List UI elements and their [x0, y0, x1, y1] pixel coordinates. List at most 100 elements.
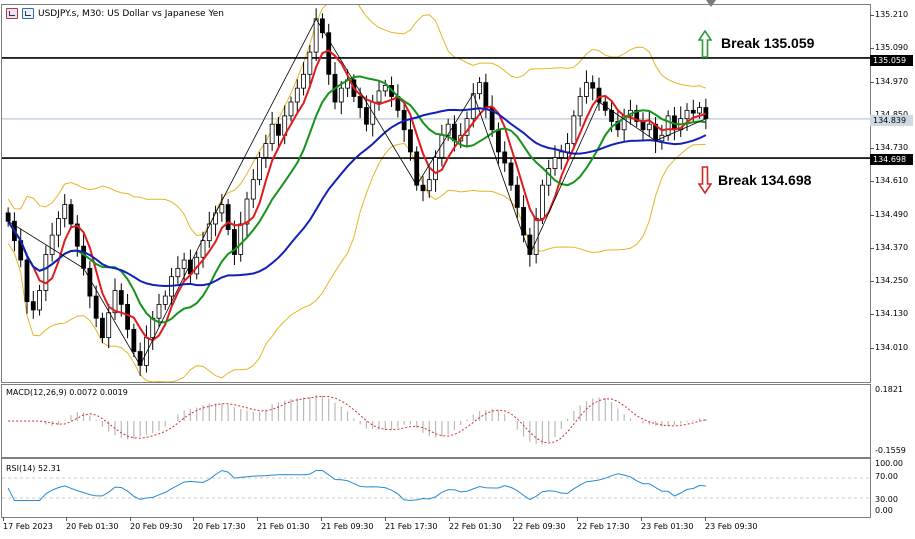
time-axis-tick [257, 517, 258, 521]
candle-body [93, 295, 99, 319]
candle-body [43, 254, 49, 291]
candle-body [100, 317, 105, 339]
candle-body [326, 32, 332, 75]
price-axis-tick [870, 247, 874, 249]
price-axis-label: 134.970 [875, 76, 909, 86]
candle-body [477, 82, 482, 95]
rsi-title: RSI(14) 52.31 [6, 464, 61, 473]
candle-body [263, 143, 269, 158]
time-axis-tick [513, 517, 514, 521]
candle-body [496, 129, 501, 153]
price-axis-label: 134.850 [875, 110, 908, 120]
candle-body [62, 204, 68, 219]
candle-body [213, 212, 218, 225]
candle-body [257, 157, 262, 181]
price-axis[interactable]: 135.210135.090134.970134.850134.730134.6… [870, 4, 915, 381]
time-axis-tick [449, 517, 450, 521]
candle-body [181, 259, 187, 269]
time-axis-label: 22 Feb 17:30 [577, 522, 630, 531]
candle-body [112, 290, 118, 314]
price-axis-tick [870, 181, 874, 183]
candle-body [5, 212, 11, 222]
candle-body [590, 82, 596, 89]
candle-body [150, 317, 156, 339]
chart-template-icon[interactable] [22, 8, 34, 19]
candle-body [144, 337, 149, 366]
candle-body [420, 184, 426, 192]
candle-body [634, 109, 640, 122]
time-axis-label: 20 Feb 09:30 [130, 522, 183, 531]
time-axis-tick [66, 517, 67, 521]
time-axis-label: 21 Feb 01:30 [257, 522, 310, 531]
time-axis-label: 20 Feb 01:30 [66, 522, 119, 531]
price-axis-label: 134.370 [875, 242, 909, 252]
macd-chart-svg [8, 395, 707, 445]
price-pane[interactable] [1, 4, 871, 383]
candle-body [665, 115, 671, 136]
chart-shift-marker-icon[interactable] [706, 0, 716, 7]
candle-body [408, 129, 413, 153]
candle-body [294, 87, 300, 103]
rsi-axis-100: 100.00 [875, 459, 903, 468]
arrow-up-icon [698, 30, 712, 58]
price-chart-svg [2, 5, 870, 382]
candle-body [533, 218, 539, 255]
candle-body [219, 204, 225, 214]
candle-body [540, 184, 545, 219]
price-axis-label: 134.490 [875, 209, 909, 219]
candle-body [445, 123, 451, 136]
candle-body [571, 115, 577, 145]
price-axis-label: 134.250 [875, 276, 909, 286]
candle-body [640, 121, 646, 131]
time-axis-tick [193, 517, 194, 521]
time-axis-label: 17 Feb 2023 [3, 522, 53, 531]
candle-body [307, 51, 313, 75]
candle-body [74, 223, 80, 247]
candle-body [426, 179, 432, 192]
price-axis-tick [870, 15, 874, 17]
price-axis-tick [870, 48, 874, 50]
macd-title: MACD(12,26,9) 0.0072 0.0019 [6, 388, 128, 397]
candle-body [320, 18, 325, 34]
rsi-pane[interactable]: RSI(14) 52.31 [1, 458, 871, 518]
candle-body [250, 179, 256, 200]
candle-body [156, 303, 162, 319]
candle-body [338, 87, 344, 103]
candle-body [37, 290, 42, 311]
candle-body [697, 107, 702, 114]
price-axis-tick [870, 314, 874, 316]
price-axis-tick [870, 347, 874, 349]
price-axis-label: 134.730 [875, 143, 909, 153]
candle-body [288, 101, 294, 117]
candle-body [131, 328, 137, 352]
price-axis-label: 134.010 [875, 342, 909, 352]
price-axis-label: 134.610 [875, 176, 909, 186]
macd-signal-line [8, 395, 706, 444]
time-axis-tick [385, 517, 386, 521]
chart-window-icon[interactable] [6, 8, 18, 19]
candle-body [382, 84, 388, 92]
macd-pane[interactable]: MACD(12,26,9) 0.0072 0.0019 [1, 384, 871, 458]
candle-body [162, 295, 168, 305]
candle-body [56, 218, 61, 236]
zigzag-line [7, 18, 707, 367]
candle-body [508, 162, 514, 186]
time-axis-label: 23 Feb 09:30 [705, 522, 758, 531]
candle-body [357, 96, 363, 108]
candle-body [301, 73, 306, 89]
price-axis-tick [870, 281, 874, 283]
candle-body [106, 312, 112, 339]
chart-header: USDJPY.s, M30: US Dollar vs Japanese Yen [6, 8, 224, 19]
rsi-axis-0: 0.00 [875, 506, 893, 515]
candle-body [68, 204, 74, 225]
time-axis-tick [705, 517, 706, 521]
candle-body [703, 107, 709, 120]
candle-body [313, 18, 319, 53]
time-axis-tick [577, 517, 578, 521]
candle-body [483, 82, 489, 108]
time-axis-label: 22 Feb 09:30 [513, 522, 566, 531]
candle-body [521, 206, 526, 236]
rsi-chart-svg [2, 469, 870, 501]
candle-body [514, 184, 520, 208]
